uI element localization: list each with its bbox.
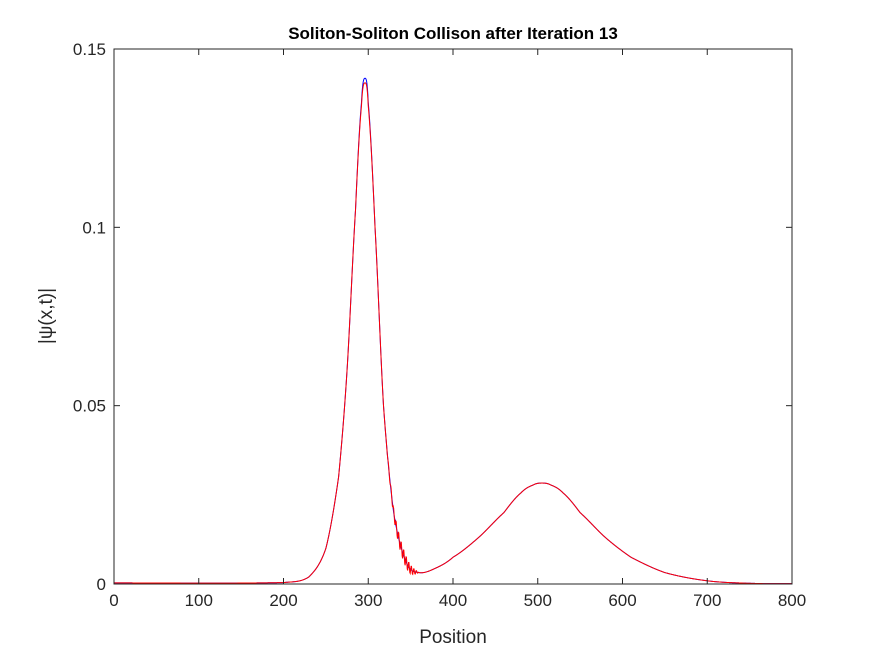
x-tick-label: 600 xyxy=(608,591,636,610)
x-tick-label: 400 xyxy=(439,591,467,610)
series-layer xyxy=(114,77,792,585)
x-tick-label: 0 xyxy=(109,591,118,610)
x-tick-label: 700 xyxy=(693,591,721,610)
series-line-1 xyxy=(114,82,792,585)
chart-title: Soliton-Soliton Collison after Iteration… xyxy=(288,24,618,43)
y-tick-label: 0.15 xyxy=(73,40,106,59)
x-tick-label: 500 xyxy=(524,591,552,610)
x-tick-label: 100 xyxy=(185,591,213,610)
y-tick-label: 0.05 xyxy=(73,397,106,416)
x-tick-label: 300 xyxy=(354,591,382,610)
y-axis-label: |ψ(x,t)| xyxy=(36,288,57,344)
y-tick-label: 0.1 xyxy=(82,218,106,237)
x-tick-label: 200 xyxy=(269,591,297,610)
plot-area xyxy=(114,49,792,584)
y-tick-label: 0 xyxy=(97,575,106,594)
x-axis-label: Position xyxy=(419,627,487,648)
tick-layer: 0 100 200 300 400 500 600 700 800 0 0.05 0.1 0.15 xyxy=(73,40,806,610)
x-tick-label: 800 xyxy=(778,591,806,610)
